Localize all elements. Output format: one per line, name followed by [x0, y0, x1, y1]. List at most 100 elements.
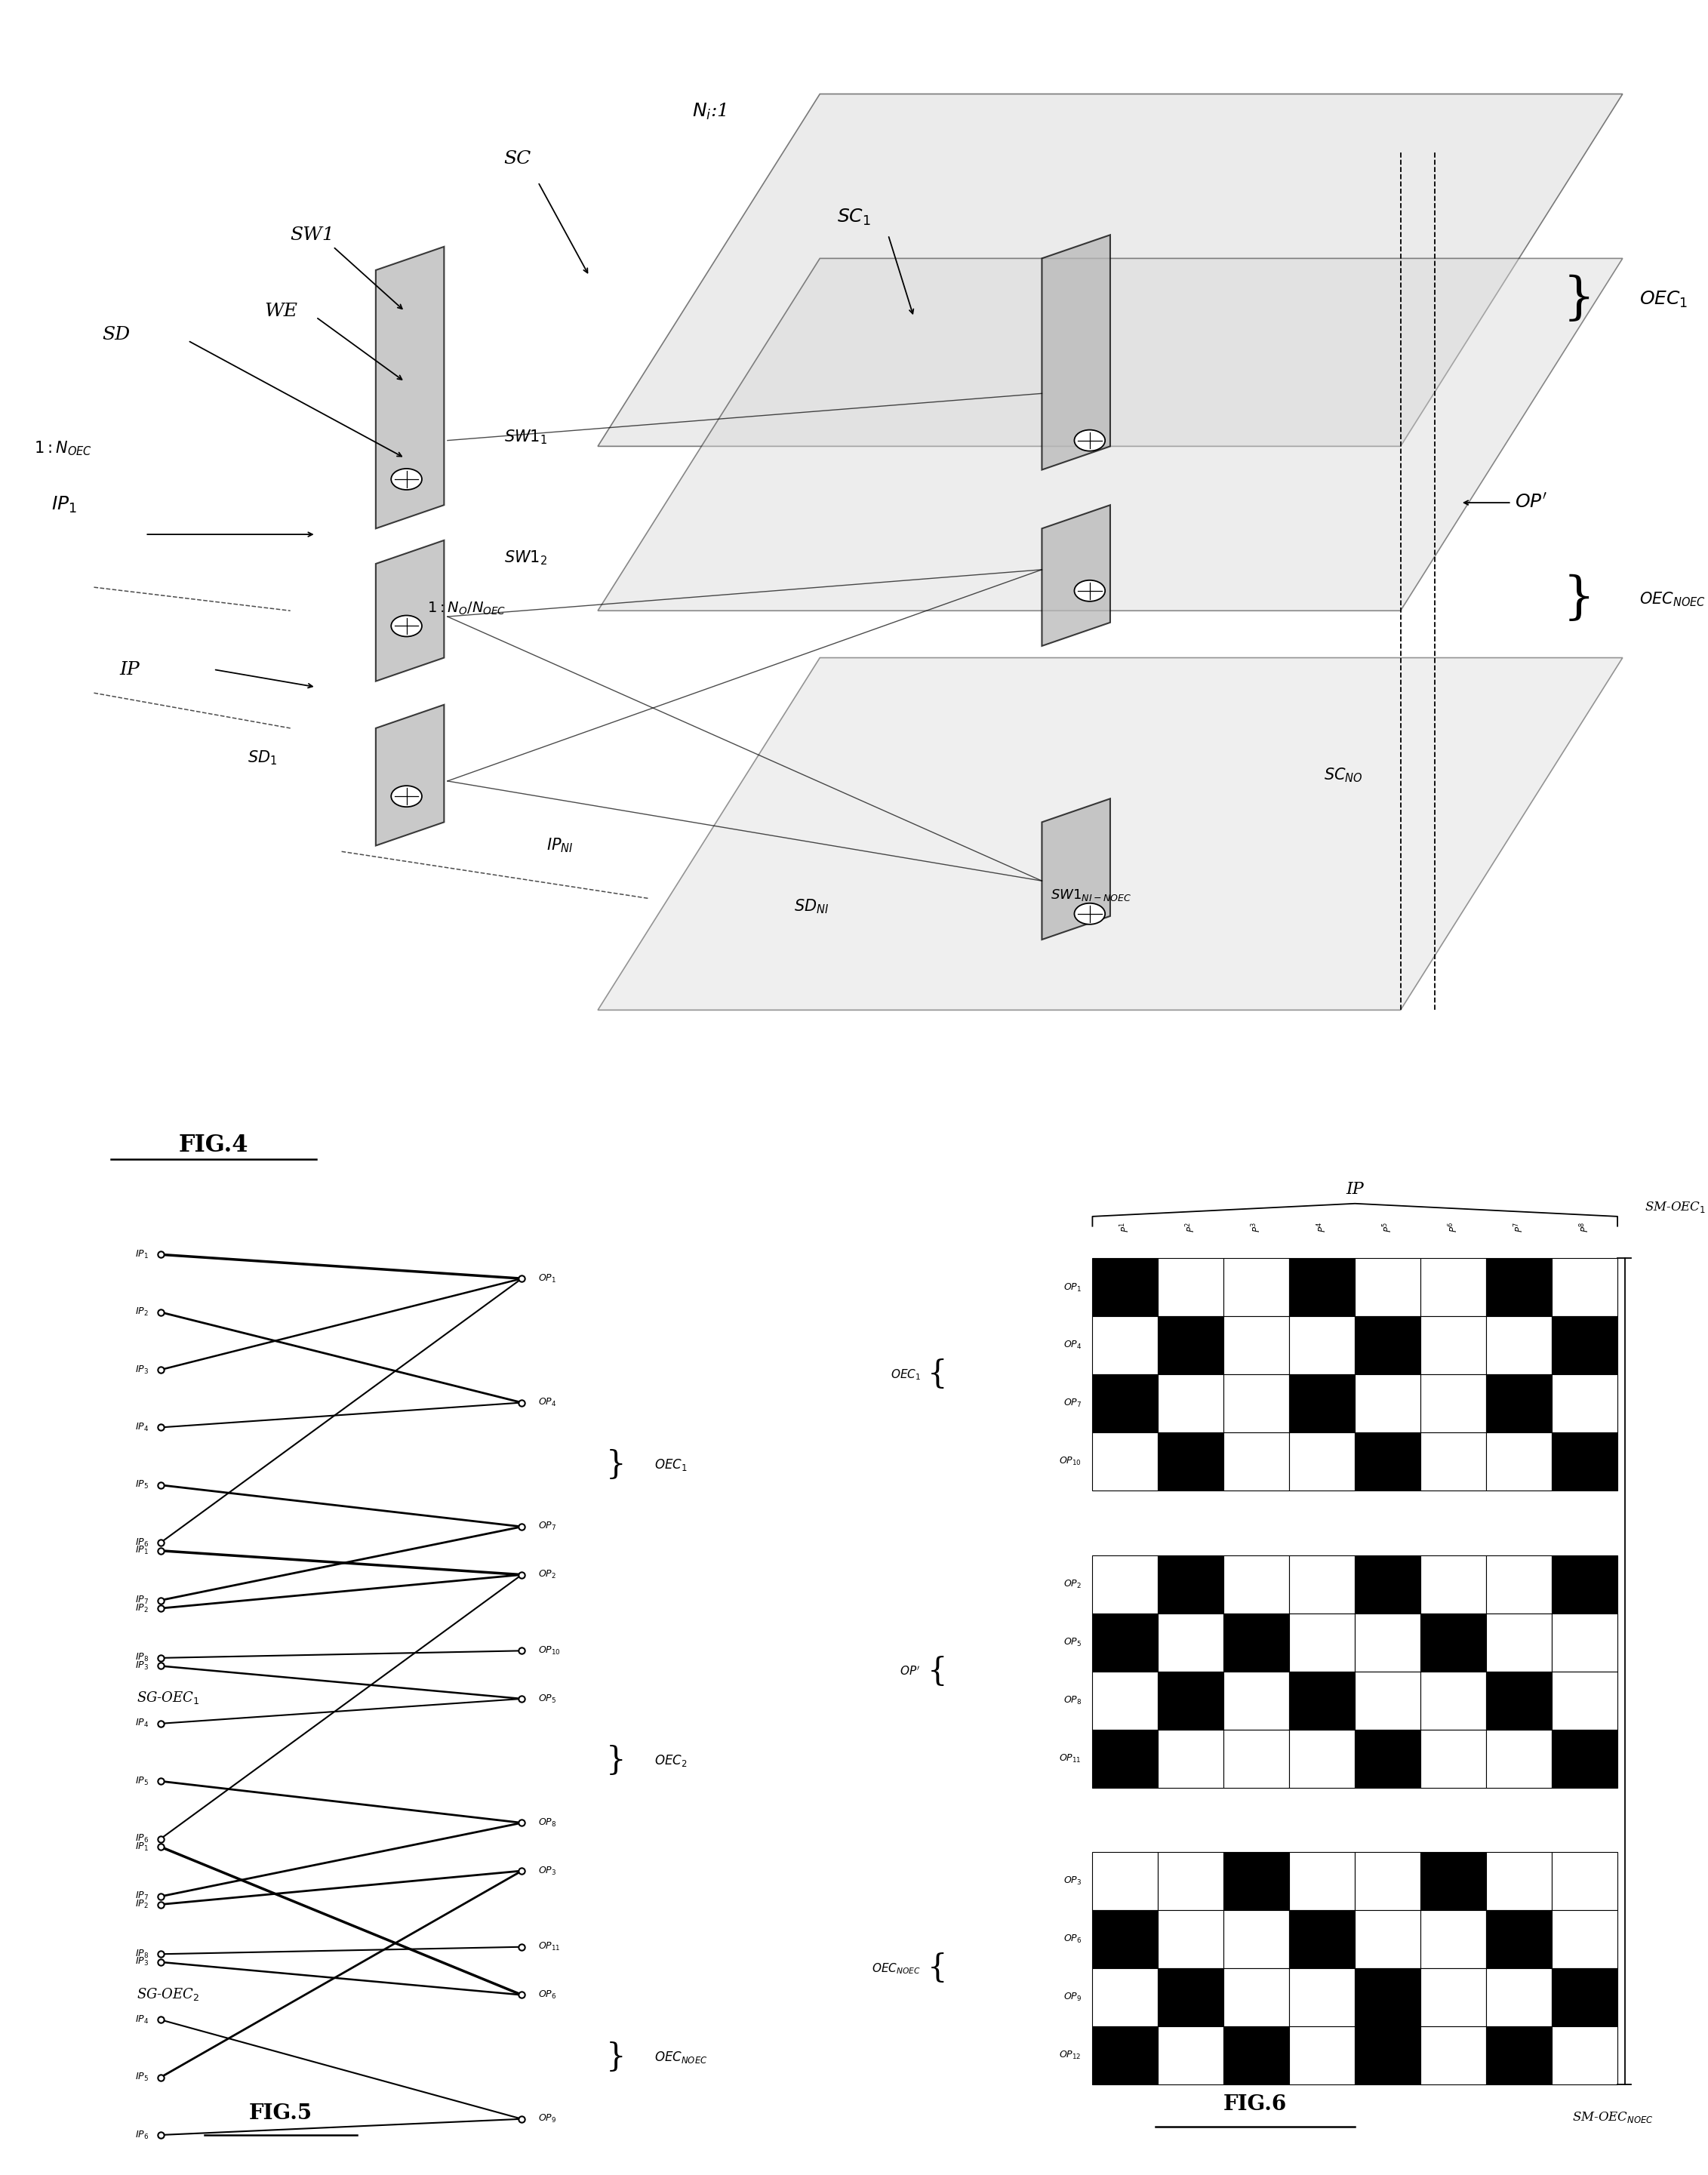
Text: WE: WE: [265, 302, 297, 320]
Text: $IP_1$: $IP_1$: [135, 1544, 149, 1557]
Bar: [1421, 1316, 1486, 1375]
Bar: [1093, 1729, 1158, 1788]
Polygon shape: [376, 539, 444, 681]
Text: $IP_6$: $IP_6$: [135, 2129, 149, 2140]
Bar: [1158, 1433, 1223, 1490]
Text: }: }: [606, 2040, 627, 2073]
Text: $OP_{11}$: $OP_{11}$: [1059, 1753, 1081, 1764]
Text: $SC_1$: $SC_1$: [837, 207, 871, 226]
Circle shape: [391, 468, 422, 489]
Text: $IP_2$: $IP_2$: [135, 1307, 149, 1318]
Text: SD: SD: [102, 326, 130, 344]
Bar: [1354, 1433, 1421, 1490]
Bar: [1290, 1375, 1354, 1433]
Text: $OEC_2$: $OEC_2$: [654, 1753, 687, 1768]
Bar: [1354, 1673, 1421, 1729]
Bar: [1486, 2027, 1553, 2084]
Text: $OP_4$: $OP_4$: [1062, 1340, 1081, 1351]
Text: $OP_9$: $OP_9$: [538, 2114, 557, 2125]
Text: $P^7$: $P^7$: [1513, 1222, 1525, 1233]
Bar: [1223, 1316, 1290, 1375]
Bar: [1421, 1673, 1486, 1729]
Text: FIG.5: FIG.5: [249, 2103, 313, 2123]
Text: $IP_{NI}$: $IP_{NI}$: [547, 837, 574, 855]
Text: SG-OEC$_2$: SG-OEC$_2$: [137, 1986, 200, 2001]
Text: }: }: [606, 1744, 627, 1777]
Bar: [1421, 1375, 1486, 1433]
Text: $OP_{10}$: $OP_{10}$: [538, 1644, 560, 1657]
Bar: [1223, 1433, 1290, 1490]
Bar: [1223, 1555, 1290, 1614]
Bar: [1486, 1853, 1553, 1910]
Bar: [1158, 2027, 1223, 2084]
Bar: [1093, 2027, 1158, 2084]
Bar: [1553, 1555, 1617, 1614]
Bar: [1553, 1316, 1617, 1375]
Text: $OP_7$: $OP_7$: [538, 1520, 557, 1533]
Text: $OP_7$: $OP_7$: [1064, 1399, 1081, 1409]
Bar: [1553, 2027, 1617, 2084]
Text: $P^4$: $P^4$: [1315, 1222, 1329, 1233]
Bar: [1354, 1910, 1421, 1968]
Text: $SW1_1$: $SW1_1$: [504, 428, 547, 446]
Text: $OP_1$: $OP_1$: [538, 1272, 557, 1283]
Text: $OP_2$: $OP_2$: [538, 1568, 555, 1581]
Bar: [1354, 1729, 1421, 1788]
Text: $IP_6$: $IP_6$: [135, 1538, 149, 1549]
Bar: [1290, 1316, 1354, 1375]
Bar: [1223, 1968, 1290, 2027]
Text: $OP_6$: $OP_6$: [1062, 1934, 1081, 1944]
Bar: [1290, 1853, 1354, 1910]
Bar: [1290, 1968, 1354, 2027]
Text: $P^5$: $P^5$: [1382, 1222, 1394, 1233]
Bar: [1223, 2027, 1290, 2084]
Text: $OEC_{NOEC}$: $OEC_{NOEC}$: [1640, 589, 1706, 607]
Text: $IP_3$: $IP_3$: [135, 1955, 149, 1968]
Bar: [1553, 1614, 1617, 1673]
Bar: [1158, 1555, 1223, 1614]
Text: }: }: [606, 1449, 627, 1481]
Bar: [1553, 1729, 1617, 1788]
Text: $OP'$: $OP'$: [1515, 494, 1547, 511]
Bar: [1486, 1375, 1553, 1433]
Circle shape: [391, 785, 422, 807]
Bar: [1486, 1259, 1553, 1316]
Bar: [1290, 1729, 1354, 1788]
Text: $OP_3$: $OP_3$: [1064, 1875, 1081, 1888]
Text: $P^8$: $P^8$: [1578, 1222, 1590, 1233]
Bar: [1093, 1433, 1158, 1490]
Bar: [1093, 1968, 1158, 2027]
Bar: [1093, 1910, 1158, 1968]
Bar: [1486, 1316, 1553, 1375]
Bar: [1553, 1853, 1617, 1910]
Text: $1:N_{OEC}$: $1:N_{OEC}$: [34, 439, 92, 457]
Bar: [1354, 1375, 1421, 1433]
Bar: [1553, 1910, 1617, 1968]
Text: $SC_{NO}$: $SC_{NO}$: [1324, 766, 1363, 783]
Bar: [1223, 1259, 1290, 1316]
Bar: [1421, 1910, 1486, 1968]
Text: $OP_{12}$: $OP_{12}$: [1059, 2049, 1081, 2062]
Circle shape: [1074, 581, 1105, 600]
Text: $P^1$: $P^1$: [1119, 1222, 1131, 1233]
Text: $IP_5$: $IP_5$: [135, 2071, 149, 2084]
Bar: [1290, 1614, 1354, 1673]
Bar: [1290, 1673, 1354, 1729]
Text: $OP_8$: $OP_8$: [538, 1816, 557, 1829]
Bar: [1093, 1555, 1158, 1614]
Text: $IP_7$: $IP_7$: [135, 1890, 149, 1903]
Bar: [1354, 1968, 1421, 2027]
Text: $OP_{10}$: $OP_{10}$: [1059, 1455, 1081, 1468]
Text: $SD_1$: $SD_1$: [248, 748, 277, 766]
Text: }: }: [1563, 574, 1595, 624]
Text: $IP_8$: $IP_8$: [135, 1653, 149, 1664]
Bar: [1354, 1555, 1421, 1614]
Bar: [1486, 1433, 1553, 1490]
Polygon shape: [598, 259, 1623, 611]
Text: $P^6$: $P^6$: [1447, 1222, 1460, 1233]
Text: FIG.4: FIG.4: [179, 1133, 248, 1157]
Text: $SW1_{NI-NOEC}$: $SW1_{NI-NOEC}$: [1050, 887, 1132, 903]
Text: $IP_6$: $IP_6$: [135, 1834, 149, 1844]
Text: SW1: SW1: [290, 226, 335, 244]
Polygon shape: [376, 246, 444, 529]
